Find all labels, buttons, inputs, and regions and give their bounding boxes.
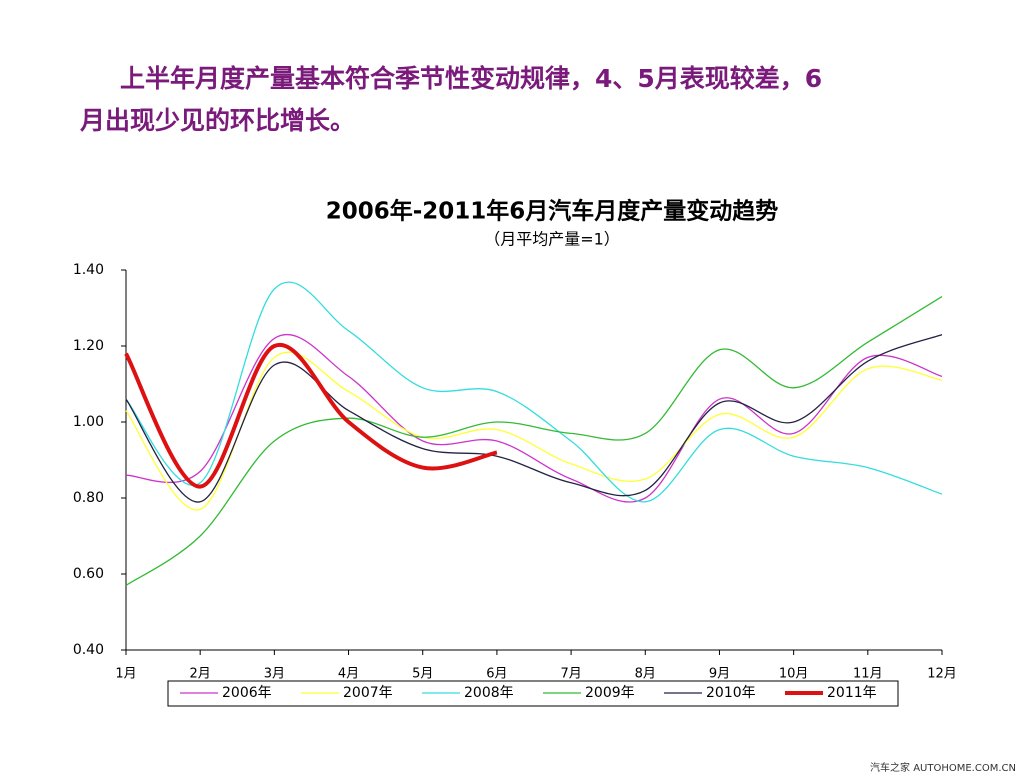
legend-label: 2010年 bbox=[706, 685, 756, 701]
legend-label: 2006年 bbox=[222, 685, 272, 701]
x-tick-label: 4月 bbox=[338, 667, 359, 682]
series-line bbox=[125, 296, 943, 586]
series-line bbox=[125, 351, 943, 511]
x-tick-label: 10月 bbox=[779, 667, 809, 682]
chart-title: 2006年-2011年6月汽车月度产量变动趋势 bbox=[326, 198, 779, 225]
x-tick-label: 3月 bbox=[264, 667, 285, 682]
series-line bbox=[125, 281, 943, 503]
y-tick-label: 1.00 bbox=[73, 414, 104, 430]
x-tick-label: 5月 bbox=[412, 667, 433, 682]
chart-subtitle: （月平均产量=1） bbox=[484, 230, 620, 249]
legend-label: 2008年 bbox=[464, 685, 514, 701]
heading-line: 月出现少见的环比增长。 bbox=[79, 106, 355, 135]
legend-label: 2011年 bbox=[827, 685, 877, 701]
x-tick-label: 8月 bbox=[635, 667, 656, 682]
x-tick-label: 9月 bbox=[709, 667, 730, 682]
x-tick-label: 11月 bbox=[853, 667, 883, 682]
x-tick-label: 6月 bbox=[486, 667, 507, 682]
y-tick-label: 1.20 bbox=[73, 338, 104, 354]
y-tick-label: 0.80 bbox=[73, 490, 104, 506]
watermark: 汽车之家 AUTOHOME.COM.CN bbox=[870, 761, 1016, 774]
y-tick-label: 0.40 bbox=[73, 642, 104, 658]
y-tick-label: 0.60 bbox=[73, 566, 104, 582]
legend-label: 2009年 bbox=[585, 685, 635, 701]
series-line bbox=[125, 333, 943, 503]
legend-label: 2007年 bbox=[343, 685, 393, 701]
series-line bbox=[124, 342, 498, 489]
x-tick-label: 1月 bbox=[115, 667, 136, 682]
legend-box bbox=[167, 680, 899, 707]
x-tick-label: 2月 bbox=[190, 667, 211, 682]
series-line bbox=[125, 333, 943, 503]
x-tick-label: 12月 bbox=[927, 667, 957, 682]
y-tick-label: 1.40 bbox=[73, 262, 104, 278]
x-tick-label: 7月 bbox=[560, 667, 581, 682]
heading-line: 上半年月度产量基本符合季节性变动规律，4、5月表现较差，6 bbox=[120, 64, 822, 93]
